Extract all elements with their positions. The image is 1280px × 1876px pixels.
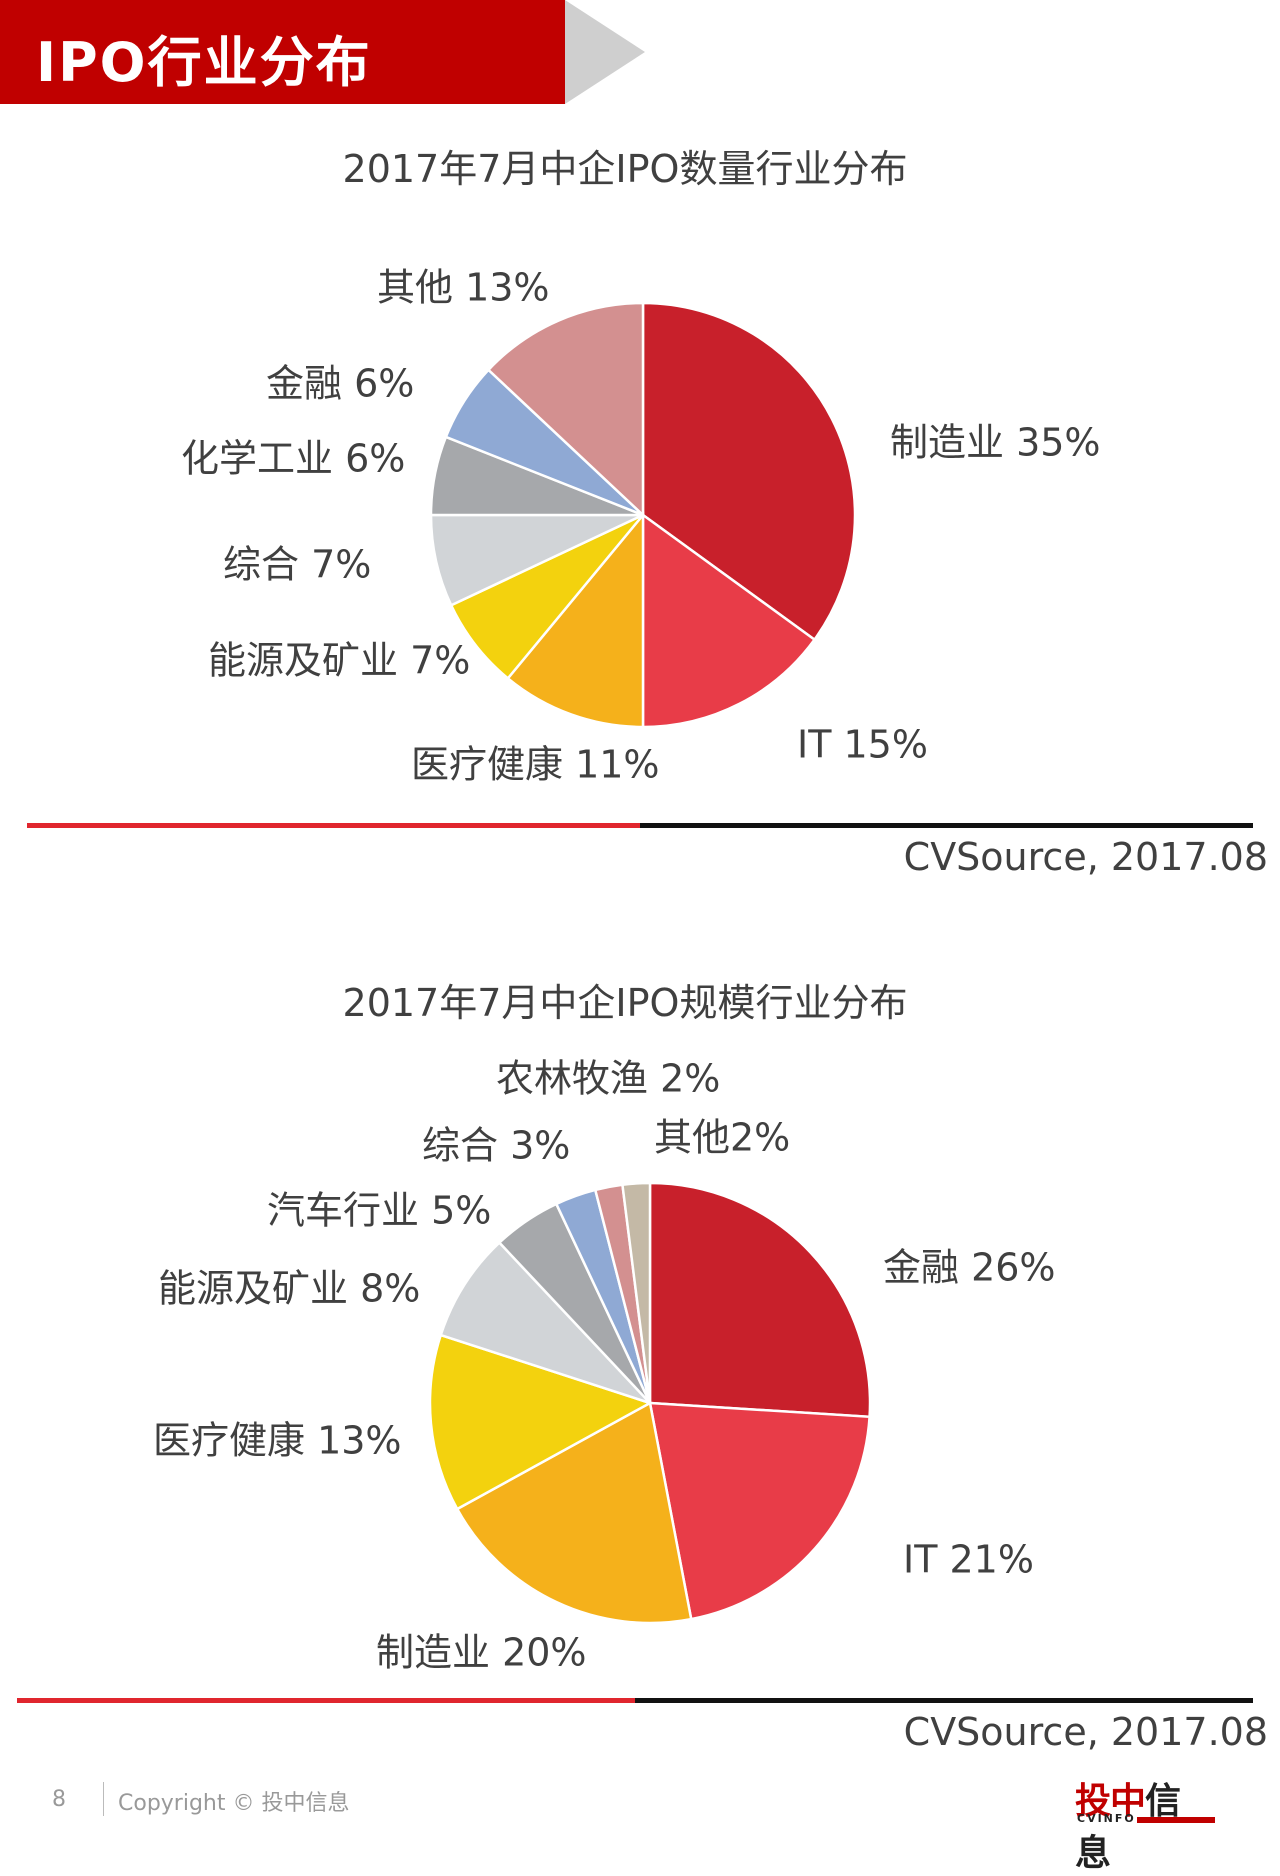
pie-label-1-3: 能源及矿业 7%: [208, 639, 470, 683]
pie-label-2-7: 农林牧渔 2%: [496, 1057, 720, 1101]
header-bar: [0, 0, 565, 104]
page-title: IPO行业分布: [36, 31, 372, 94]
pie-label-2-8: 其他2%: [654, 1116, 790, 1160]
source-note-1: CVSource, 2017.08: [903, 835, 1268, 879]
copyright-text: Copyright © 投中信息: [118, 1791, 350, 1816]
pie-label-1-1: IT 15%: [797, 723, 928, 767]
pie-slice-2-2: [455, 1401, 693, 1625]
pie-slice-2-3: [428, 1333, 654, 1511]
pie-label-2-3: 医疗健康 13%: [153, 1419, 402, 1463]
source-note-2: CVSource, 2017.08: [903, 1710, 1268, 1754]
rule-red-2: [17, 1698, 635, 1703]
pie-slice-2-1: [648, 1401, 871, 1621]
chart-title-2: 2017年7月中企IPO规模行业分布: [342, 981, 908, 1025]
logo-subtext: CVINFO: [1077, 1812, 1136, 1825]
pie-label-1-4: 综合 7%: [223, 543, 371, 587]
pie-label-1-7: 其他 13%: [377, 266, 550, 310]
pie-label-2-4: 能源及矿业 8%: [158, 1267, 420, 1311]
rule-dark-1: [640, 823, 1253, 828]
header-arrow-icon: [565, 0, 645, 104]
pie-label-2-2: 制造业 20%: [376, 1631, 587, 1675]
pie-slice-1-0: [641, 301, 857, 642]
page-number: 8: [52, 1787, 66, 1812]
pie-label-1-2: 医疗健康 11%: [411, 743, 660, 787]
pie-slice-1-2: [506, 511, 645, 729]
pie-label-1-0: 制造业 35%: [890, 421, 1101, 465]
pie-label-1-6: 金融 6%: [266, 362, 414, 406]
pie-label-2-1: IT 21%: [903, 1538, 1034, 1582]
pie-slice-1-1: [641, 512, 817, 729]
pie-slice-2-8: [621, 1181, 652, 1404]
pie-label-1-5: 化学工业 6%: [181, 437, 405, 481]
rule-dark-2: [635, 1698, 1253, 1703]
pie-chart-count: 制造业 35% IT 15% 医疗健康 11% 能源及矿业 7% 综合 7% 化学工业 6…: [181, 266, 1101, 787]
pie-slice-2-4: [439, 1240, 651, 1405]
pie-label-2-5: 汽车行业 5%: [267, 1189, 491, 1233]
footer-divider: [103, 1782, 104, 1816]
pie-label-2-6: 综合 3%: [422, 1124, 570, 1168]
pie-slice-2-0: [648, 1181, 872, 1419]
pie-label-2-0: 金融 26%: [883, 1246, 1056, 1290]
logo-underline: [1137, 1817, 1215, 1823]
pie-slice-1-7: [486, 301, 645, 518]
cvinfo-logo: 投中信息 CVINFO: [1075, 1772, 1215, 1874]
pie-chart-amount: 金融 26% IT 21% 制造业 20% 医疗健康 13% 能源及矿业 8% 汽车行业 …: [153, 1057, 1056, 1675]
logo-text-a: 投中: [1075, 1781, 1146, 1822]
chart-title-1: 2017年7月中企IPO数量行业分布: [342, 147, 908, 191]
rule-red-1: [27, 823, 640, 828]
